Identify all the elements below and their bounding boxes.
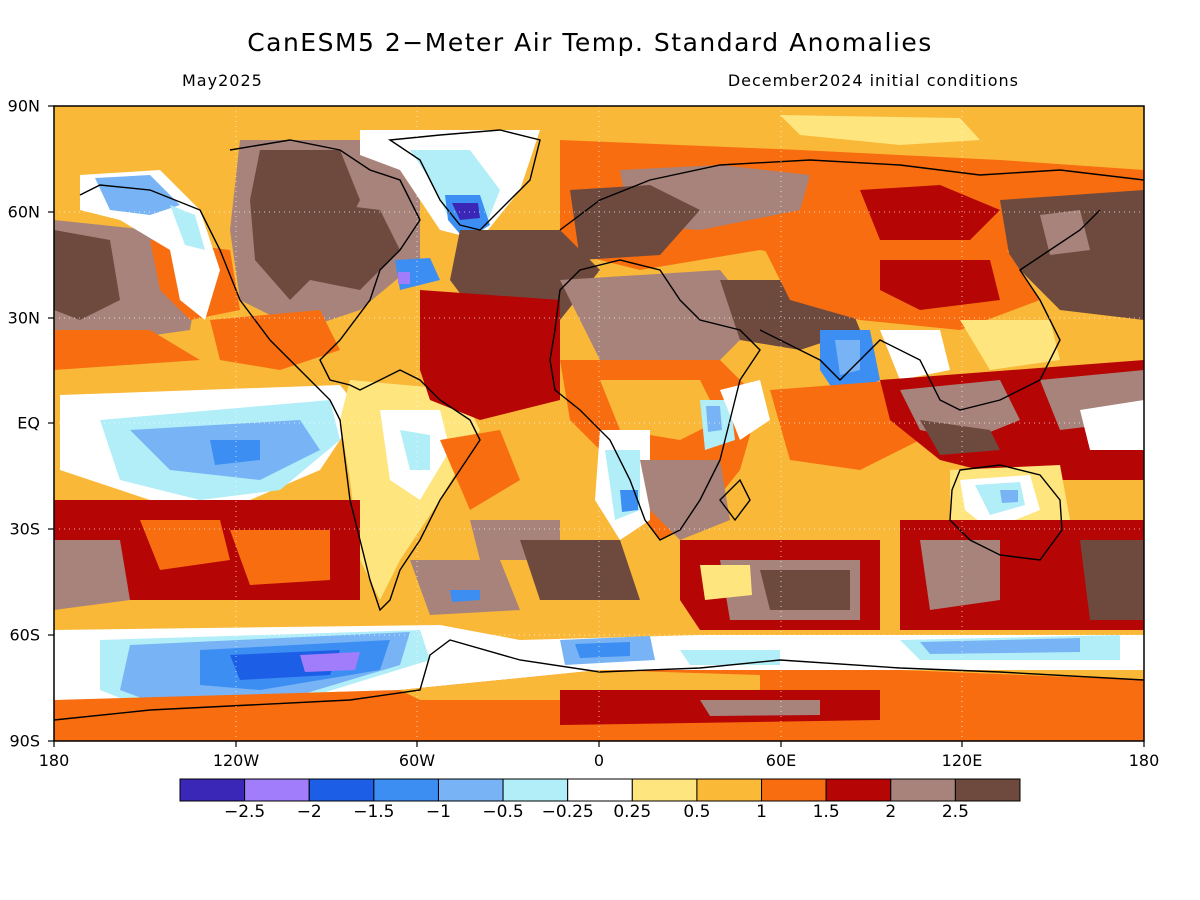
lon-label-60w: 60W <box>398 751 436 770</box>
lon-label-120e: 120E <box>941 751 983 770</box>
colorbar-swatch <box>502 778 569 802</box>
colorbar-label: 0.5 <box>683 802 711 822</box>
lat-label-30n: 30N <box>7 308 40 328</box>
lat-label-60s: 60S <box>9 625 40 645</box>
gridlines <box>54 106 1144 741</box>
lon-label-180e: 180 <box>1128 751 1160 770</box>
colorbar-swatch <box>373 778 439 802</box>
init-conditions-label: December2024 initial conditions <box>727 71 1019 90</box>
colorbar-swatch <box>437 778 504 802</box>
colorbar-label: 1.5 <box>812 802 840 822</box>
coastlines <box>54 129 1144 721</box>
axis-ticks <box>48 105 1145 747</box>
colorbar-label: −1 <box>425 802 451 822</box>
colorbar-label: −2 <box>296 802 322 822</box>
colorbar-swatch <box>696 778 763 802</box>
colorbar-label: 0.25 <box>613 802 652 822</box>
lat-label-eq: EQ <box>17 413 40 433</box>
colorbar-label: 2.5 <box>941 802 969 822</box>
colorbar-swatch <box>179 778 246 802</box>
colorbar-swatch <box>631 778 698 802</box>
colorbar <box>179 778 1021 802</box>
lon-label-180w: 180 <box>38 751 70 770</box>
colorbar-label: −0.25 <box>541 802 594 822</box>
map-title: CanESM5 2−Meter Air Temp. Standard Anoma… <box>247 28 933 57</box>
valid-month-label: May2025 <box>182 71 263 90</box>
colorbar-swatch <box>244 778 310 802</box>
colorbar-swatch <box>954 778 1021 802</box>
colorbar-swatch <box>825 778 892 802</box>
lat-label-60n: 60N <box>7 202 40 222</box>
colorbar-swatch <box>761 778 827 802</box>
colorbar-swatch <box>308 778 375 802</box>
lon-label-60e: 60E <box>765 751 797 770</box>
lon-label-0: 0 <box>593 751 605 770</box>
colorbar-label: −1.5 <box>353 802 395 822</box>
colorbar-label: 1 <box>756 802 767 822</box>
lat-label-90n: 90N <box>7 96 40 116</box>
colorbar-label: 2 <box>885 802 897 822</box>
colorbar-swatch <box>890 778 956 802</box>
lat-label-30s: 30S <box>9 519 40 539</box>
colorbar-swatch <box>567 778 633 802</box>
lat-label-90s: 90S <box>9 731 40 751</box>
colorbar-label: −2.5 <box>223 802 266 822</box>
lon-label-120w: 120W <box>212 751 260 770</box>
colorbar-label: −0.5 <box>482 802 524 822</box>
